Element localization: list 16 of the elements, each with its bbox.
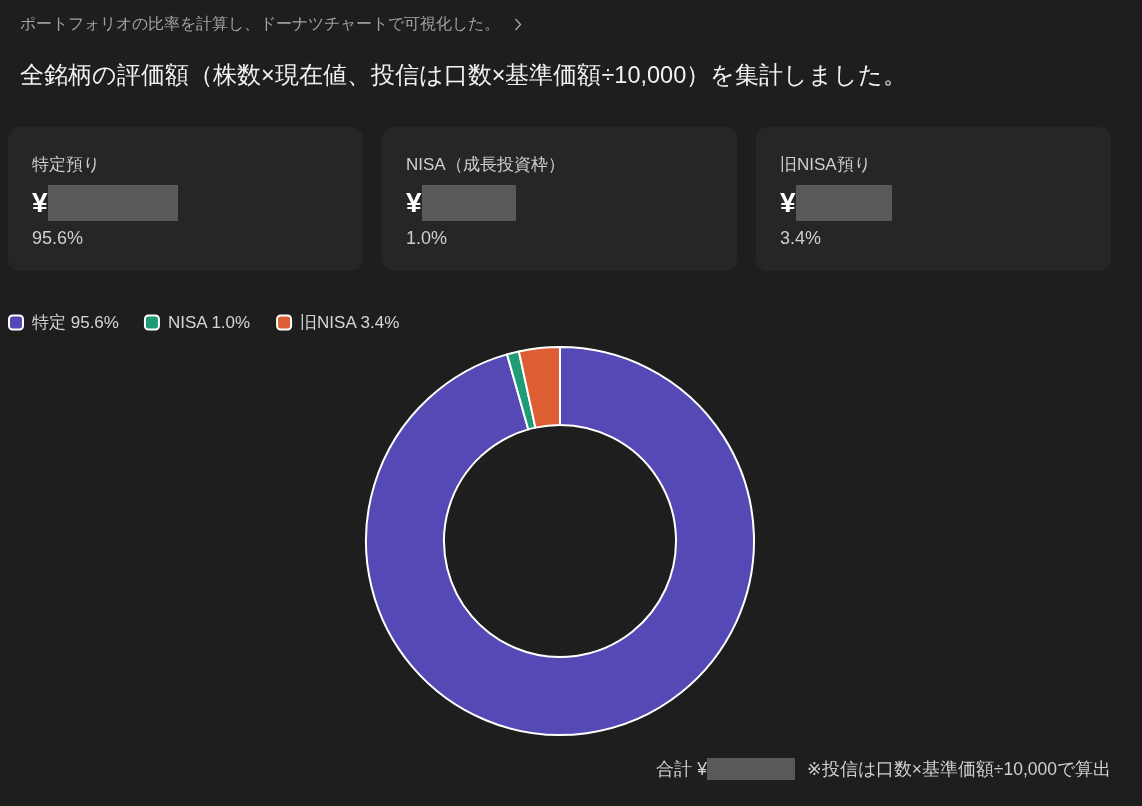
text: 合計 ¥ [656,758,707,781]
legend-label: NISA 1.0% [167,313,251,332]
text: 3.4% [780,227,822,249]
text: 特定預り [32,154,100,176]
text: 1.0% [406,227,448,249]
text: ¥ [780,186,796,220]
text: ポートフォリオの比率を計算し、ドーナツチャートで可視化した。 [20,14,500,34]
text: ※投信は口数×基準価額÷10,000で算出 [806,758,1111,781]
text: 全銘柄の評価額（株数×現在値、投信は口数×基準価額÷10,000）を集計しました。 [20,61,908,90]
legend-label: 特定 95.6% [32,313,119,332]
text: ¥ [32,186,48,220]
text: ¥ [406,186,422,220]
text: 旧NISA預り [780,154,871,176]
text: NISA（成長投資枠） [406,154,565,176]
text: 95.6% [32,227,84,249]
legend-label: 旧NISA 3.4% [300,313,400,332]
